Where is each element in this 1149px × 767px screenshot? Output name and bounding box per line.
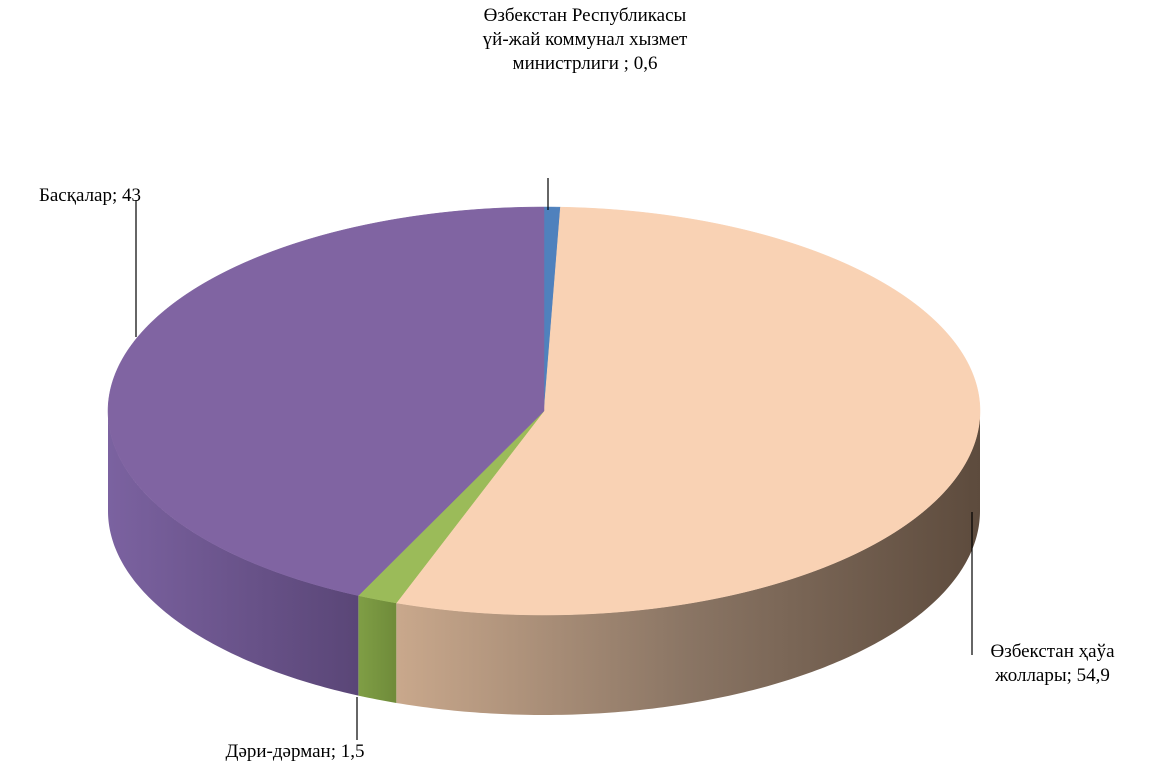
label-separator: ; <box>1066 665 1077 686</box>
label-separator: ; <box>623 53 634 74</box>
data-label: Дәри-дәрман; 1,5 <box>185 740 405 764</box>
pie-slice <box>357 410 545 604</box>
label-name: Дәри-дәрман <box>225 741 331 762</box>
pie-side <box>108 411 359 696</box>
label-value: 1,5 <box>340 741 365 762</box>
label-value: 54,9 <box>1076 665 1110 686</box>
pie-slice <box>107 206 545 596</box>
pie-side <box>358 595 397 703</box>
label-value: 43 <box>122 185 142 206</box>
data-label: Өзбекстан Республикасы үй-жай коммунал х… <box>470 4 700 76</box>
data-label: Басқалар; 43 <box>0 184 180 208</box>
label-name: Өзбекстан ҳаўа жоллары <box>990 641 1120 686</box>
pie-side <box>396 411 980 715</box>
data-label: Өзбекстан ҳаўа жоллары; 54,9 <box>960 640 1145 688</box>
label-separator: ; <box>112 185 123 206</box>
label-name: Басқалар <box>38 185 112 206</box>
label-value: 0,6 <box>633 53 658 74</box>
pie-slice <box>395 206 981 616</box>
label-name: Өзбекстан Республикасы үй-жай коммунал х… <box>482 5 693 74</box>
label-separator: ; <box>330 741 341 762</box>
